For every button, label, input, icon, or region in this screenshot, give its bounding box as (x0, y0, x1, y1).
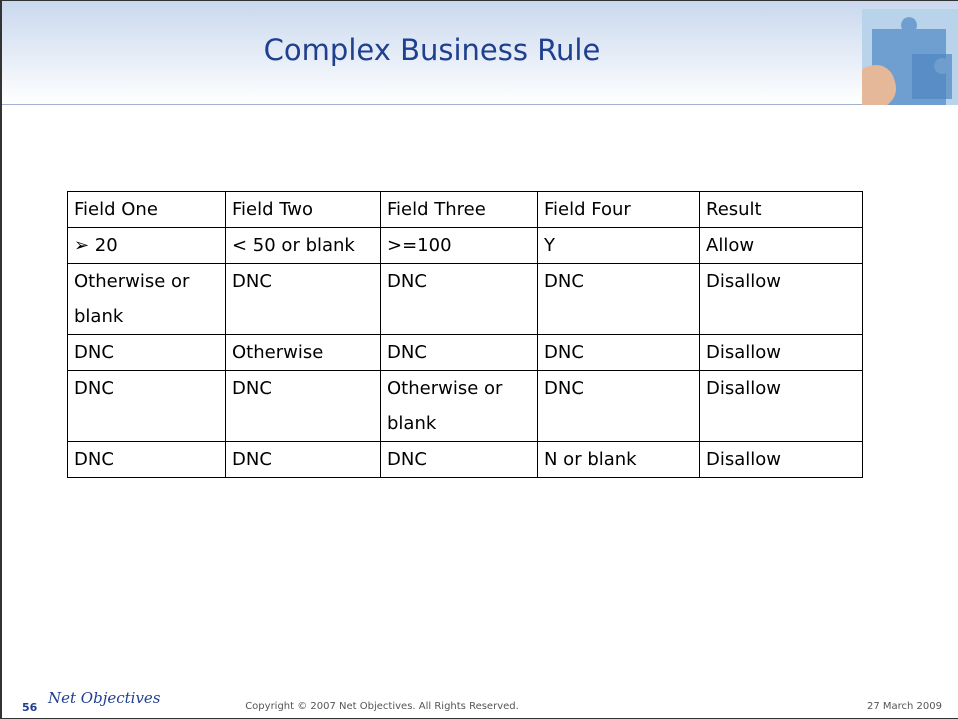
table-row-cell: DNC (380, 334, 538, 371)
table-row-cell: Disallow (699, 263, 863, 335)
table-row-cell: Otherwise or blank (67, 263, 226, 335)
table-row: DNC DNC Otherwise or blank DNC Disallow (67, 370, 863, 442)
table-row-cell: Otherwise or blank (380, 370, 538, 442)
table-row: DNC Otherwise DNC DNC Disallow (67, 334, 863, 371)
copyright: Copyright © 2007 Net Objectives. All Rig… (245, 701, 519, 712)
page-number: 56 (22, 701, 38, 714)
table-row-cell: DNC (225, 263, 381, 335)
table-row-cell: DNC (67, 334, 226, 371)
table-row: ➢ 20 < 50 or blank >=100 Y Allow (67, 227, 863, 264)
header-row-cell: Result (699, 191, 863, 228)
table-row-cell: DNC (380, 263, 538, 335)
table-row-cell: DNC (67, 441, 226, 478)
slide-title: Complex Business Rule (263, 33, 601, 67)
logo: Net Objectives (48, 689, 161, 707)
header-row-cell: Field One (67, 191, 226, 228)
table-row-cell: Allow (699, 227, 863, 264)
table-row-cell: DNC (537, 263, 700, 335)
table-row-cell: >=100 (380, 227, 538, 264)
rule-table: Field One Field Two Field Three Field Four R… (67, 191, 863, 478)
header-row: Field One Field Two Field Three Field Four R… (67, 191, 863, 228)
table-row-cell: DNC (67, 370, 226, 442)
table-row-cell: Disallow (699, 334, 863, 371)
table-row-cell: DNC (537, 334, 700, 371)
table-row-cell: < 50 or blank (225, 227, 381, 264)
table-row-cell: Otherwise (225, 334, 381, 371)
table-row: Otherwise or blank DNC DNC DNC Disallow (67, 263, 863, 335)
table-row-cell: DNC (225, 370, 381, 442)
table-row-cell: Disallow (699, 441, 863, 478)
table-row-cell: N or blank (537, 441, 700, 478)
table-row-cell: DNC (380, 441, 538, 478)
table-row-cell: ➢ 20 (67, 227, 226, 264)
header-band: Complex Business Rule (2, 1, 958, 105)
table-row-cell: Disallow (699, 370, 863, 442)
table-row-cell: DNC (537, 370, 700, 442)
header-row-cell: Field Three (380, 191, 538, 228)
table-row-cell: DNC (225, 441, 381, 478)
table-row: DNC DNC DNC N or blank Disallow (67, 441, 863, 478)
table-row-cell: Y (537, 227, 700, 264)
puzzle-image (862, 9, 958, 105)
header-row-cell: Field Four (537, 191, 700, 228)
date: 27 March 2009 (866, 701, 942, 712)
header-row-cell: Field Two (225, 191, 381, 228)
